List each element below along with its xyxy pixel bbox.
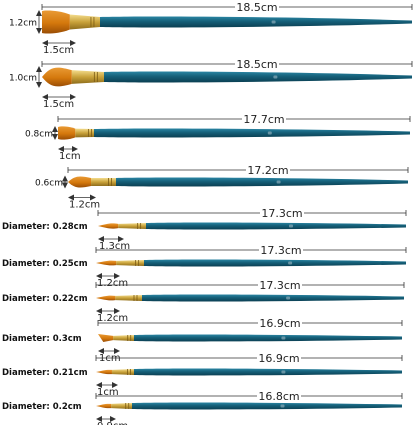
- brush-handle: [134, 368, 402, 376]
- handle-mark: [276, 180, 281, 184]
- brush-bristles: [96, 295, 116, 301]
- brush-handle: [132, 402, 402, 410]
- brush-width-label: 1.2cm: [9, 19, 37, 29]
- brush-item: 17.7cm 1cm 0.8cm: [25, 112, 411, 162]
- length-label-bg: [235, 57, 279, 69]
- brush-item: 18.5cm 1.5cm 1.2cm: [9, 0, 413, 56]
- bristle-length-label: 1cm: [99, 353, 121, 364]
- brush-bristles: [96, 369, 112, 375]
- bristle-length-label: 1.5cm: [43, 45, 74, 56]
- handle-mark: [273, 75, 278, 79]
- brush-length-label: 16.9cm: [259, 317, 300, 330]
- brush-width-label: 0.8cm: [25, 130, 53, 140]
- brush-item: 17.2cm 1.2cm 0.6cm: [35, 163, 409, 211]
- brush-diameter-label: Diameter: 0.28cm: [2, 222, 88, 232]
- brush-bristles: [96, 260, 117, 266]
- handle-mark: [289, 224, 293, 228]
- bristle-length-label: 1.5cm: [43, 99, 74, 110]
- bristle-length-label: 1.2cm: [97, 278, 128, 289]
- brush-item: 17.3cm 1.2cm Diameter: 0.25cm: [2, 243, 407, 289]
- brush-handle: [142, 294, 404, 302]
- bristle-length-label: 1cm: [97, 387, 119, 398]
- handle-mark: [286, 296, 291, 300]
- brush-bristles: [96, 403, 112, 409]
- length-label-bg: [246, 163, 290, 175]
- brush-handle: [134, 334, 402, 342]
- length-label-bg: [259, 243, 303, 255]
- brush-handle: [116, 177, 408, 187]
- brush-ferrule: [75, 128, 94, 138]
- brush-length-label: 17.7cm: [243, 113, 284, 126]
- handle-mark: [288, 261, 293, 265]
- brush-ferrule: [111, 403, 132, 409]
- brush-length-label: 18.5cm: [236, 58, 277, 71]
- brush-bristles: [98, 223, 119, 229]
- length-label-bg: [258, 278, 302, 290]
- brush-bristles: [98, 334, 114, 342]
- brush-length-label: 17.3cm: [259, 279, 300, 292]
- length-label-bg: [242, 112, 286, 124]
- brush-ferrule: [116, 260, 144, 266]
- bristle-length-label: 1.2cm: [69, 200, 100, 211]
- length-label-bg: [257, 389, 301, 401]
- brush-item: 18.5cm 1.5cm 1.0cm: [9, 57, 413, 110]
- brush-handle: [144, 259, 406, 267]
- brush-handle: [104, 71, 412, 83]
- handle-mark: [281, 336, 286, 340]
- brush-ferrule: [69, 14, 100, 30]
- brush-width-label: 0.6cm: [35, 179, 63, 189]
- brush-ferrule: [113, 335, 134, 341]
- brush-diameter-label: Diameter: 0.2cm: [2, 402, 82, 412]
- brush-diameter-label: Diameter: 0.22cm: [2, 294, 88, 304]
- brush-length-label: 18.5cm: [236, 1, 277, 14]
- brush-item: 16.9cm 1cm Diameter: 0.21cm: [2, 351, 403, 398]
- brush-handle: [94, 128, 410, 138]
- handle-mark: [267, 131, 272, 135]
- length-label-bg: [260, 206, 304, 218]
- brush-bristles: [42, 67, 72, 87]
- length-label-bg: [235, 0, 279, 12]
- bristle-length-label: 1.2cm: [97, 313, 128, 324]
- brush-ferrule: [115, 295, 142, 301]
- brush-item: 17.3cm 1.3cm Diameter: 0.28cm: [2, 206, 407, 252]
- brush-handle: [100, 16, 412, 28]
- brush-handle: [146, 222, 406, 230]
- brush-item: 16.8cm 0.9cm Diameter: 0.2cm: [2, 389, 403, 425]
- length-label-bg: [257, 351, 301, 363]
- brush-length-label: 17.3cm: [261, 207, 302, 220]
- brush-bristles: [58, 126, 76, 140]
- brush-diameter-label: Diameter: 0.3cm: [2, 334, 82, 344]
- brush-ferrule: [118, 223, 146, 229]
- brush-ferrule: [111, 369, 134, 375]
- brush-width-label: 1.0cm: [9, 74, 37, 84]
- brush-length-label: 17.2cm: [247, 164, 288, 177]
- brush-length-label: 16.9cm: [258, 352, 299, 365]
- brush-item: 16.9cm 1cm Diameter: 0.3cm: [2, 316, 403, 364]
- handle-mark: [280, 404, 285, 408]
- bristle-length-label: 0.9cm: [97, 421, 128, 425]
- brush-length-label: 16.8cm: [258, 390, 299, 403]
- length-label-bg: [258, 316, 302, 328]
- bristle-length-label: 1.3cm: [99, 241, 130, 252]
- brush-length-label: 17.3cm: [260, 244, 301, 257]
- handle-mark: [271, 20, 276, 24]
- brush-ferrule: [91, 177, 116, 187]
- bristle-length-label: 1cm: [59, 151, 81, 162]
- brush-item: 17.3cm 1.2cm Diameter: 0.22cm: [2, 278, 405, 324]
- brush-diameter-label: Diameter: 0.21cm: [2, 368, 88, 378]
- brush-bristles: [42, 10, 70, 34]
- brush-bristles: [68, 176, 92, 188]
- brush-ferrule: [71, 70, 104, 84]
- brush-diameter-label: Diameter: 0.25cm: [2, 259, 88, 269]
- handle-mark: [281, 370, 286, 374]
